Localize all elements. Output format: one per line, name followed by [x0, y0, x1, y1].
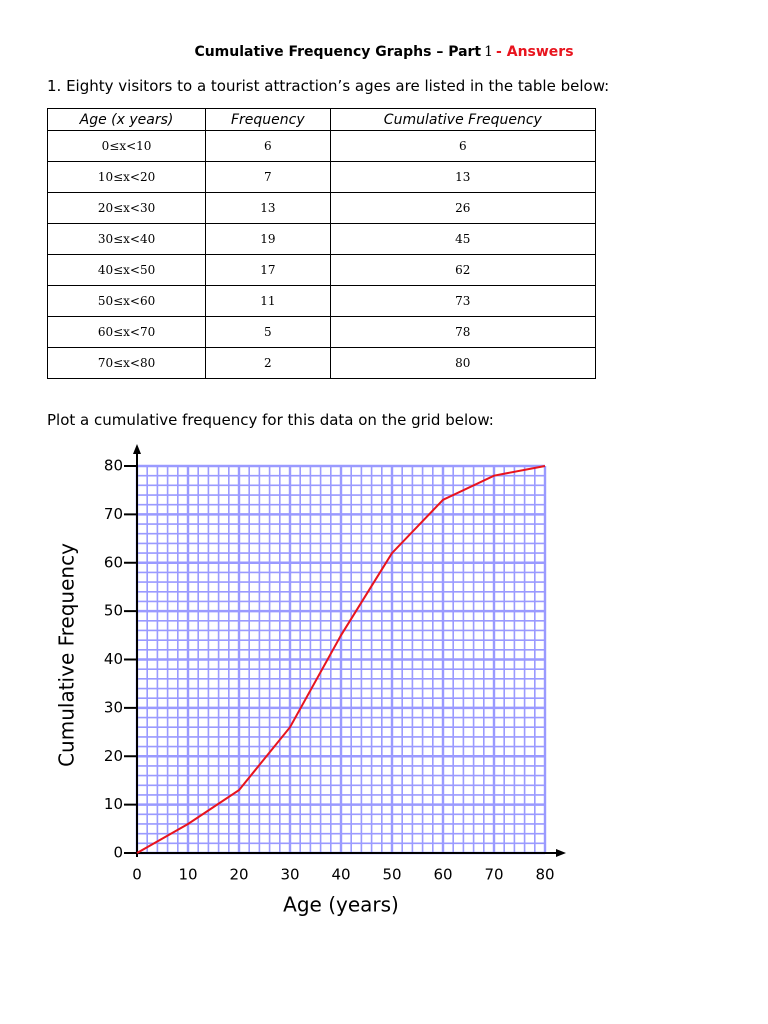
title-text: Cumulative Frequency Graphs – Part: [194, 44, 482, 60]
table-cell: 6: [329, 130, 597, 162]
y-tick-label: 50: [104, 602, 123, 620]
table-row: 20≤x<30 13 26: [46, 192, 597, 224]
y-tick-label: 30: [104, 698, 123, 716]
x-arrow: [556, 849, 566, 857]
data-line: [136, 465, 546, 854]
x-tick-label: 10: [178, 866, 197, 884]
table-cell: 13: [205, 192, 331, 224]
y-arrow: [133, 444, 141, 454]
y-axis-label: Cumulative Frequency: [55, 543, 79, 767]
table-row: 50≤x<60 11 73: [46, 285, 597, 317]
table-cell: 80: [329, 347, 597, 379]
instruction: Plot a cumulative frequency for this dat…: [47, 411, 494, 429]
table-cell: 50≤x<60: [46, 285, 207, 317]
table-cell: 73: [329, 285, 597, 317]
column-header: Frequency: [205, 108, 331, 131]
x-tick-label: 80: [535, 866, 554, 884]
table-row: 70≤x<80 2 80: [46, 347, 597, 379]
table-row: 40≤x<50 17 62: [46, 254, 597, 286]
y-tick-label: 20: [104, 747, 123, 765]
x-tick-label: 60: [433, 866, 452, 884]
y-tick-label: 60: [104, 553, 123, 571]
table-cell: 60≤x<70: [46, 316, 207, 348]
table-cell: 19: [205, 223, 331, 255]
table: Age (x years) Frequency Cumulative Frequen…: [46, 108, 597, 379]
table-cell: 70≤x<80: [46, 347, 207, 379]
table-cell: 7: [205, 161, 331, 193]
x-tick-label: 20: [229, 866, 248, 884]
y-tick-label: 40: [104, 650, 123, 668]
x-tick-label: 30: [280, 866, 299, 884]
y-tick-label: 70: [104, 505, 123, 523]
table-cell: 10≤x<20: [46, 161, 207, 193]
table-cell: 13: [329, 161, 597, 193]
x-axis-label: Age (years): [283, 893, 399, 917]
table-row: 60≤x<70 5 78: [46, 316, 597, 348]
x-tick-label: 50: [382, 866, 401, 884]
y-tick-label: 80: [104, 457, 123, 475]
table-cell: 5: [205, 316, 331, 348]
y-tick-label: 0: [113, 844, 123, 862]
question: 1. Eighty visitors to a tourist attracti…: [47, 77, 610, 95]
title: Cumulative Frequency Graphs – Part 1- Ans…: [0, 44, 768, 60]
table-row: 10≤x<20 7 13: [46, 161, 597, 193]
table-cell: 17: [205, 254, 331, 286]
x-tick-label: 40: [331, 866, 350, 884]
part: 1: [484, 44, 494, 60]
answers: - Answers: [496, 44, 574, 60]
x-tick-label: 70: [484, 866, 503, 884]
y-tick-label: 10: [104, 795, 123, 813]
x-tick-label: 0: [132, 866, 142, 884]
header-row: Age (x years) Frequency Cumulative Frequen…: [46, 108, 597, 131]
table-cell: 2: [205, 347, 331, 379]
table-row: 0≤x<10 6 6: [46, 130, 597, 162]
